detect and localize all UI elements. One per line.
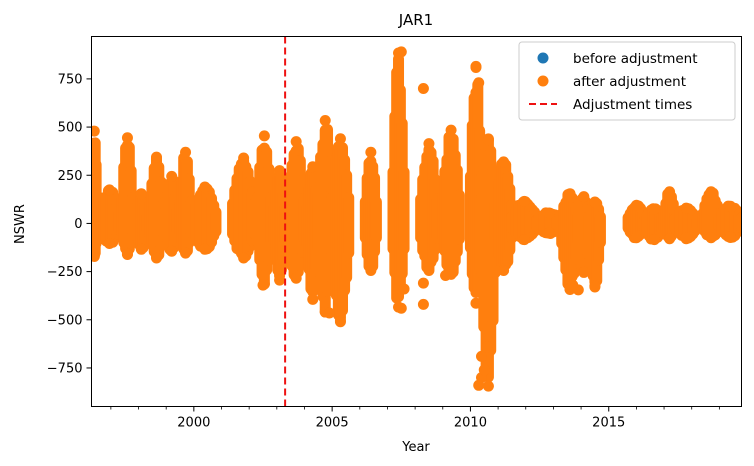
y-axis-label: NSWR <box>13 204 28 244</box>
data-point <box>334 133 346 145</box>
data-point <box>543 227 555 239</box>
legend-marker <box>537 75 549 87</box>
data-point <box>103 238 115 250</box>
data-point <box>567 279 579 291</box>
legend-label: after adjustment <box>573 74 686 90</box>
data-point <box>258 130 270 142</box>
y-tick-label: 250 <box>58 169 83 184</box>
data-point <box>724 200 736 212</box>
data-point <box>121 248 133 260</box>
data-point <box>470 60 482 72</box>
data-point <box>482 134 494 146</box>
data-point <box>166 170 178 182</box>
data-point <box>423 138 435 150</box>
plot-frame <box>91 36 742 407</box>
data-point <box>91 250 100 262</box>
x-tick-label: 2005 <box>316 416 349 431</box>
legend-label: Adjustment times <box>573 97 692 113</box>
data-point <box>135 188 147 200</box>
data-point <box>398 283 410 295</box>
data-point <box>151 151 162 163</box>
data-point <box>518 195 530 207</box>
y-tick-label: 500 <box>58 121 83 136</box>
y-tick-label: 0 <box>74 217 82 232</box>
y-tick-label: −250 <box>47 265 83 280</box>
data-point <box>473 77 485 89</box>
data-point <box>180 146 192 158</box>
data-point <box>478 364 490 376</box>
data-point <box>395 46 407 58</box>
data-point <box>238 252 250 264</box>
data-point <box>481 341 493 353</box>
data-point <box>630 232 642 244</box>
data-point <box>648 234 660 246</box>
x-axis: 2000 2005 2010 2015 <box>110 406 720 431</box>
data-point <box>724 231 736 243</box>
data-point <box>518 234 530 246</box>
x-axis-label: Year <box>401 440 430 455</box>
data-point <box>680 232 692 244</box>
data-point <box>199 243 211 255</box>
data-point <box>274 165 286 177</box>
data-point <box>290 272 302 284</box>
data-point <box>578 266 590 278</box>
data-point <box>151 252 162 264</box>
data-point <box>440 269 452 281</box>
y-tick-label: −500 <box>47 313 83 328</box>
data-point <box>589 196 601 208</box>
data-point <box>199 181 211 193</box>
data-point <box>543 207 555 219</box>
x-tick-label: 2010 <box>454 416 487 431</box>
data-point <box>648 203 660 215</box>
y-tick-label: −750 <box>47 361 83 376</box>
data-point <box>664 233 676 245</box>
data-point <box>365 265 377 277</box>
data-point <box>482 380 494 392</box>
data-point <box>445 124 457 136</box>
data-point <box>274 274 286 286</box>
data-point <box>498 265 510 277</box>
data-point <box>307 293 319 305</box>
chart-title: JAR1 <box>398 11 433 29</box>
data-point <box>417 83 429 95</box>
data-point <box>395 302 407 314</box>
data-point <box>166 245 178 257</box>
data-point <box>705 186 717 198</box>
data-point <box>323 307 335 319</box>
data-point <box>417 277 429 289</box>
x-tick-label: 2015 <box>592 416 625 431</box>
data-point <box>319 114 331 126</box>
data-point <box>498 156 510 168</box>
x-tick-label: 2000 <box>177 416 210 431</box>
data-point <box>423 265 435 277</box>
data-point <box>91 125 100 137</box>
data-point <box>630 199 642 211</box>
data-point <box>257 279 269 291</box>
data-point <box>417 298 429 310</box>
data-point <box>680 202 692 214</box>
data-point <box>393 65 405 77</box>
data-point <box>564 188 576 200</box>
data-point <box>121 132 133 144</box>
data-point <box>664 186 676 198</box>
data-point <box>238 152 250 164</box>
legend-box <box>518 41 736 121</box>
data-point <box>476 350 487 362</box>
y-tick-label: 750 <box>58 72 83 87</box>
data-point <box>578 191 590 203</box>
data-point <box>334 316 346 328</box>
data-point <box>365 146 377 158</box>
y-axis: −750 −500 −250 0 250 500 750 <box>47 72 92 376</box>
data-point <box>135 243 147 255</box>
data-point <box>103 184 115 196</box>
data-point <box>180 247 192 259</box>
data-point <box>290 136 302 148</box>
data-point <box>589 281 601 293</box>
plot-area <box>91 36 742 407</box>
legend-marker <box>537 52 549 64</box>
legend: before adjustment after adjustment Adjustm… <box>518 41 736 121</box>
data-point <box>705 232 717 244</box>
legend-label: before adjustment <box>573 51 698 67</box>
